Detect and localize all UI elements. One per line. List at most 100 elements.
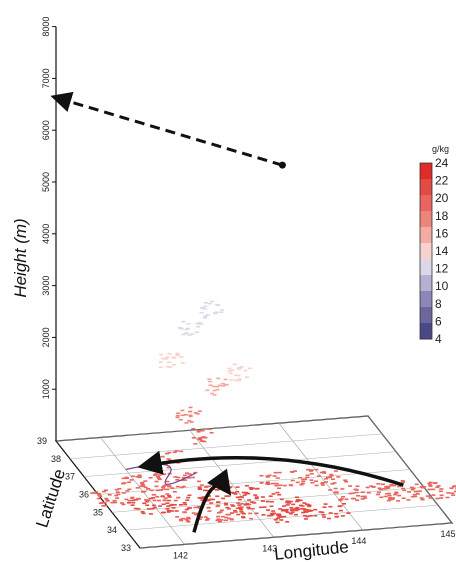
data-point xyxy=(249,517,254,520)
data-point xyxy=(401,487,406,490)
data-point xyxy=(207,510,212,512)
data-point xyxy=(322,516,327,518)
data-point xyxy=(155,475,160,478)
data-point xyxy=(390,484,395,487)
data-point xyxy=(281,505,286,507)
data-point xyxy=(189,421,194,423)
data-point xyxy=(254,496,259,498)
data-point xyxy=(171,363,176,366)
data-point xyxy=(226,495,231,497)
data-point xyxy=(248,367,253,370)
data-point xyxy=(107,494,112,496)
data-point xyxy=(409,486,414,489)
colorbar-segment xyxy=(420,323,432,340)
data-point xyxy=(212,389,217,392)
data-point xyxy=(298,504,303,507)
height-tick-label: 5000 xyxy=(41,172,51,192)
data-point xyxy=(217,520,222,523)
data-point xyxy=(428,484,433,486)
height-tick-label: 4000 xyxy=(41,224,51,244)
data-point xyxy=(294,500,299,503)
data-point xyxy=(327,476,332,479)
data-point xyxy=(431,488,436,491)
data-point xyxy=(151,497,156,499)
data-point xyxy=(277,493,282,496)
data-point xyxy=(303,511,308,513)
data-point xyxy=(236,513,241,516)
data-point xyxy=(124,476,129,479)
data-point xyxy=(285,520,290,523)
data-point xyxy=(165,488,170,491)
data-point xyxy=(227,508,232,510)
data-point xyxy=(170,503,175,506)
data-point xyxy=(197,438,202,440)
data-point xyxy=(260,496,265,498)
data-point xyxy=(210,300,215,303)
data-point xyxy=(154,485,159,488)
data-point xyxy=(161,357,166,360)
data-point xyxy=(425,495,430,497)
data-point xyxy=(241,512,246,515)
data-point xyxy=(277,471,282,474)
data-point xyxy=(360,491,365,494)
data-point xyxy=(308,470,313,472)
data-point xyxy=(401,481,406,484)
data-point xyxy=(180,362,185,364)
data-point xyxy=(156,458,161,461)
data-point xyxy=(239,508,244,511)
data-point xyxy=(160,455,165,458)
floor-grid-lat xyxy=(111,487,425,513)
data-point xyxy=(342,503,347,505)
data-point xyxy=(220,382,225,385)
data-point xyxy=(376,491,381,494)
floor-grid-lat xyxy=(69,433,383,460)
data-point xyxy=(130,504,135,506)
data-point xyxy=(191,428,196,430)
data-point xyxy=(290,511,295,513)
data-point xyxy=(271,510,276,512)
data-point xyxy=(167,494,172,497)
data-point xyxy=(113,501,118,504)
data-point xyxy=(282,484,287,487)
data-point xyxy=(314,468,319,471)
data-point xyxy=(271,512,276,514)
data-point xyxy=(264,482,269,485)
data-point xyxy=(126,502,131,504)
data-point xyxy=(410,488,415,491)
data-point xyxy=(155,496,160,498)
data-point xyxy=(305,515,310,518)
latitude-tick-label: 37 xyxy=(65,472,75,482)
data-point xyxy=(130,497,135,499)
data-point xyxy=(410,495,415,498)
data-point xyxy=(436,485,441,487)
data-point xyxy=(223,502,228,505)
data-point xyxy=(100,501,105,504)
data-point xyxy=(329,473,334,476)
data-point xyxy=(231,492,236,494)
data-point xyxy=(387,492,392,495)
data-point xyxy=(284,510,289,512)
data-point xyxy=(233,511,238,513)
data-point xyxy=(233,374,238,377)
data-point xyxy=(201,436,206,438)
data-point xyxy=(236,502,241,505)
data-point xyxy=(386,499,391,502)
latitude-tick-label: 36 xyxy=(79,490,89,500)
curved-arrow xyxy=(192,468,232,533)
data-point xyxy=(239,496,244,498)
colorbar-segment xyxy=(420,227,432,244)
data-point xyxy=(290,470,295,473)
data-point xyxy=(221,497,226,500)
data-point xyxy=(419,485,424,488)
data-point xyxy=(197,410,202,413)
data-point xyxy=(362,495,367,498)
data-point xyxy=(310,481,315,484)
data-point xyxy=(216,515,221,518)
data-point xyxy=(340,515,345,517)
latitude-tick-label: 38 xyxy=(51,454,61,464)
data-point xyxy=(378,488,383,491)
data-point xyxy=(105,499,110,501)
data-point xyxy=(269,500,274,503)
data-point xyxy=(174,510,179,512)
data-point xyxy=(333,470,338,472)
